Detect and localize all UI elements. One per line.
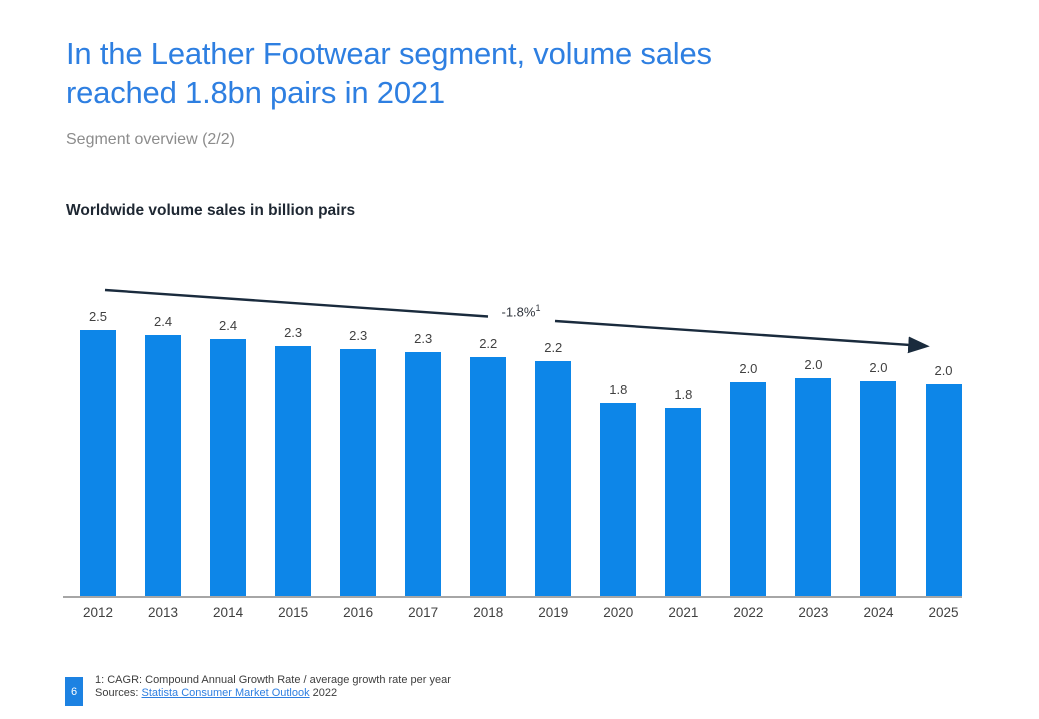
bar-value-label-2012: 2.5 xyxy=(88,309,108,324)
cagr-annotation: -1.8%1 xyxy=(481,303,561,319)
trend-line-right xyxy=(554,319,930,354)
bar-value-label-2021: 1.8 xyxy=(674,387,693,402)
x-axis-label-2020: 2020 xyxy=(603,605,634,620)
x-axis-label-2018: 2018 xyxy=(473,605,504,620)
cagr-value: -1.8% xyxy=(501,304,536,320)
x-axis-label-2013: 2013 xyxy=(148,605,179,620)
x-axis-label-2022: 2022 xyxy=(733,605,764,620)
bar-2018 xyxy=(470,357,507,596)
bar-value-label-2015: 2.3 xyxy=(284,325,303,340)
bar-value-label-2025: 2.0 xyxy=(934,363,953,378)
sources-label: Sources: xyxy=(95,686,139,699)
bar-value-label-2020: 1.8 xyxy=(609,382,628,397)
bar-value-label-2022: 2.0 xyxy=(739,361,758,376)
bar-value-label-2017: 2.3 xyxy=(414,331,433,346)
slide-title: In the Leather Footwear segment, volume … xyxy=(66,34,712,112)
x-axis-label-2012: 2012 xyxy=(82,605,114,620)
x-axis-label-2019: 2019 xyxy=(538,605,569,620)
bar-2016 xyxy=(340,349,377,596)
bar-2019 xyxy=(535,361,572,596)
bar-2013 xyxy=(145,335,182,596)
bar-2017 xyxy=(405,352,442,596)
bar-value-label-2014: 2.4 xyxy=(219,318,238,333)
x-axis-label-2021: 2021 xyxy=(668,605,699,620)
bar-2022 xyxy=(730,382,767,596)
x-axis-label-2023: 2023 xyxy=(798,605,829,620)
bar-2021 xyxy=(665,408,702,596)
bar-2012 xyxy=(80,330,116,596)
bar-value-label-2018: 2.2 xyxy=(479,336,498,351)
bar-2015 xyxy=(275,346,312,596)
x-axis-line xyxy=(63,596,962,598)
trend-line-left xyxy=(104,288,489,318)
slide-title-line1: In the Leather Footwear segment, volume … xyxy=(66,36,712,71)
slide-subtitle: Segment overview (2/2) xyxy=(66,131,235,148)
page-number-badge: 6 xyxy=(65,677,83,706)
sources-line: Sources: Statista Consumer Market Outloo… xyxy=(95,687,451,700)
x-axis-label-2014: 2014 xyxy=(213,605,244,620)
x-axis-label-2024: 2024 xyxy=(863,605,894,620)
cagr-footnote-marker: 1 xyxy=(535,303,541,313)
trend-arrow xyxy=(104,288,930,354)
slide-title-line2: reached 1.8bn pairs in 2021 xyxy=(66,75,445,110)
bar-chart: -1.8%1 2.5 2012 2.4 2013 2.4 2014 2.3 2015 2.3 20… xyxy=(63,270,962,630)
x-axis-label-2016: 2016 xyxy=(343,605,374,620)
footnote-cagr: 1: CAGR: Compound Annual Growth Rate / a… xyxy=(95,674,451,686)
x-axis-label-2015: 2015 xyxy=(278,605,309,620)
source-year: 2022 xyxy=(312,686,338,699)
bar-value-label-2023: 2.0 xyxy=(804,357,823,372)
slide-footer: 1: CAGR: Compound Annual Growth Rate / a… xyxy=(95,674,451,699)
bar-value-label-2016: 2.3 xyxy=(349,328,368,343)
bar-2024 xyxy=(860,381,897,596)
bar-2025 xyxy=(925,384,962,596)
bar-2014 xyxy=(210,339,247,596)
bar-value-label-2019: 2.2 xyxy=(544,340,563,355)
bar-2023 xyxy=(795,378,832,596)
x-axis-label-2025: 2025 xyxy=(928,605,959,620)
bar-2020 xyxy=(600,403,637,596)
bar-value-label-2024: 2.0 xyxy=(869,360,888,375)
x-axis-label-2017: 2017 xyxy=(408,605,439,620)
bar-value-label-2013: 2.4 xyxy=(153,314,173,329)
source-link[interactable]: Statista Consumer Market Outlook xyxy=(141,686,310,699)
chart-title: Worldwide volume sales in billion pairs xyxy=(66,202,356,219)
